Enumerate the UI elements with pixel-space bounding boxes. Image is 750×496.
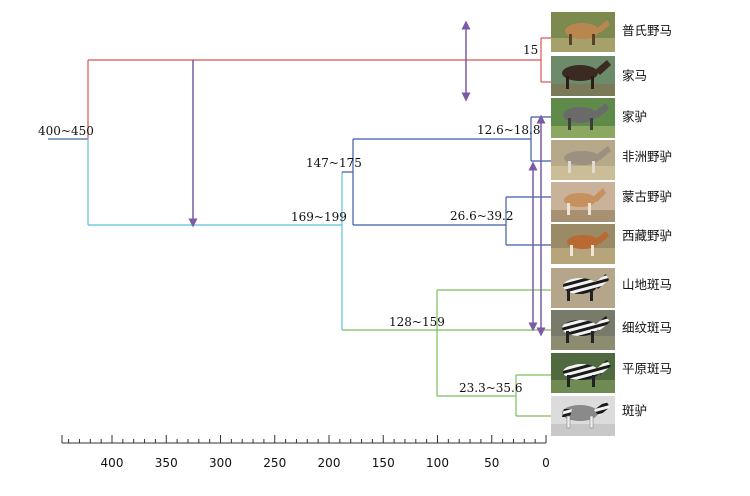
node-label-asses: 147~175 xyxy=(306,156,362,170)
node-label-asian-asses: 26.6~39.2 xyxy=(450,209,514,223)
taxon-label-quagga: 斑驴 xyxy=(622,403,647,418)
taxon-label-grevy-zebra: 细纹斑马 xyxy=(622,320,672,335)
axis-tick-label: 0 xyxy=(542,456,550,470)
root-age-label: 400~450 xyxy=(38,124,94,138)
taxon-label-mongolian-wild-ass: 蒙古野驴 xyxy=(622,189,672,204)
node-label-zebra-root: 128~159 xyxy=(389,315,445,329)
axis-tick-label: 400 xyxy=(101,456,124,470)
mountain-zebra-photo xyxy=(551,268,615,308)
quagga-photo xyxy=(551,396,615,436)
grevy-zebra-photo xyxy=(551,310,615,350)
node-label-non-caballine: 169~199 xyxy=(291,210,347,224)
gene-flow-arrows xyxy=(188,20,546,337)
axis-tick-label: 150 xyxy=(372,456,395,470)
axis-tick-label: 300 xyxy=(209,456,232,470)
mongolian-wild-ass-photo xyxy=(551,182,615,222)
axis-tick-label: 350 xyxy=(155,456,178,470)
taxon-label-plains-zebra: 平原斑马 xyxy=(622,361,672,376)
node-labels: 400~450 15 12.6~18.8 26.6~39.2 147~175 1… xyxy=(38,43,541,395)
african-wild-ass-photo xyxy=(551,140,615,180)
taxon-labels: 普氏野马 家马 家驴 非洲野驴 蒙古野驴 西藏野驴 山地斑马 细纹斑马 平原斑马… xyxy=(622,23,672,418)
node-label-asses-pair: 12.6~18.8 xyxy=(477,123,541,137)
donkey-photo xyxy=(551,98,615,138)
taxon-label-przewalski: 普氏野马 xyxy=(622,23,672,38)
taxon-label-kiang: 西藏野驴 xyxy=(622,228,672,243)
axis-tick-label: 200 xyxy=(318,456,341,470)
taxon-label-domestic-horse: 家马 xyxy=(622,68,647,83)
axis-tick-label: 50 xyxy=(484,456,499,470)
domestic-horse-photo xyxy=(551,56,615,96)
taxon-photos xyxy=(551,12,615,436)
taxon-label-donkey: 家驴 xyxy=(622,109,647,124)
taxon-label-african-wild-ass: 非洲野驴 xyxy=(622,149,672,164)
tree-branches xyxy=(48,37,551,417)
przewalski-horse-photo xyxy=(551,12,615,52)
kiang-photo xyxy=(551,224,615,264)
node-label-horses: 15 xyxy=(523,43,538,57)
plains-zebra-photo xyxy=(551,353,615,393)
time-axis: 400 350 300 250 200 150 100 50 0 xyxy=(61,435,550,470)
axis-tick-label: 100 xyxy=(426,456,449,470)
taxon-label-mountain-zebra: 山地斑马 xyxy=(622,277,672,292)
node-label-zebra-pair: 23.3~35.6 xyxy=(459,381,523,395)
axis-tick-label: 250 xyxy=(263,456,286,470)
